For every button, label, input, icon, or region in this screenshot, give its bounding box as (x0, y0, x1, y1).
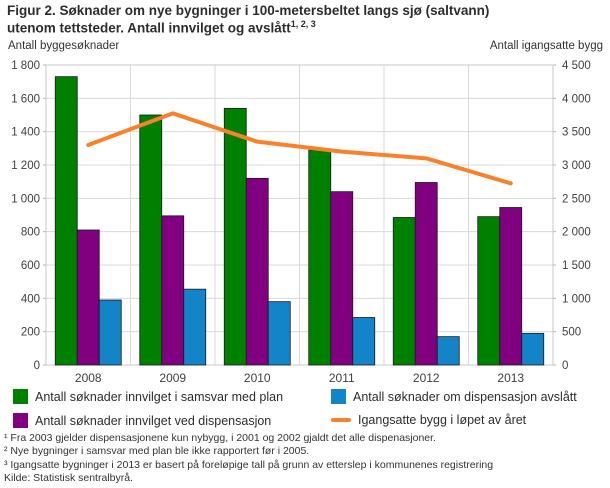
right-axis-tick-label: 4 500 (562, 60, 591, 72)
right-axis-tick-label: 1 000 (562, 293, 591, 305)
right-axis-tick-label: 1 500 (562, 260, 591, 272)
left-axis-title: Antall byggesøknader (8, 40, 120, 52)
x-axis-label-2010: 2010 (244, 371, 271, 385)
left-axis-tick-label: 800 (21, 227, 40, 239)
right-axis-tick-label: 2 500 (562, 193, 591, 205)
legend-label-dispensasjon-avslaatt: Antall søknader om dispensasjon avslått (353, 389, 577, 404)
legend-label-igangsatte-bygg: Igangsatte bygg i løpet av året (358, 413, 527, 427)
x-axis-label-2009: 2009 (159, 371, 186, 385)
bar-innvilget-i-samsvar-med-plan-2012 (392, 217, 416, 366)
figure-title: Figur 2. Søknader om nye bygninger i 100… (7, 3, 605, 37)
x-axis-label-2012: 2012 (413, 371, 440, 385)
purple-bar-swatch-icon (13, 413, 28, 428)
bar-innvilget-i-samsvar-med-plan-2011 (308, 149, 332, 366)
footnotes: ¹ Fra 2003 gjelder dispensasjonene kun n… (4, 432, 608, 485)
right-axis-tick-label: 500 (562, 327, 581, 339)
left-axis-tick-label: 1 200 (11, 160, 40, 172)
legend-label-innvilget-plan: Antall søknader innvilget i samsvar med … (35, 389, 284, 404)
bar-innvilget-ved-dispensasjon-2013 (499, 207, 523, 366)
title-line-2: utenom tettsteder. Antall innvilget og a… (7, 20, 291, 36)
bar-innvilget-ved-dispensasjon-2011 (330, 191, 354, 366)
green-bar-swatch-icon (13, 389, 28, 404)
orange-line-swatch-icon (331, 418, 351, 422)
right-axis-tick-label: 2 000 (562, 227, 591, 239)
bar-dispensasjon-avslaatt-2010 (267, 301, 291, 366)
legend-item-innvilget-plan: Antall søknader innvilget i samsvar med … (13, 389, 283, 404)
bar-dispensasjon-avslaatt-2012 (436, 336, 460, 366)
bar-dispensasjon-avslaatt-2009 (183, 288, 207, 366)
right-axis-tick-label: 4 000 (562, 93, 591, 105)
footnote-2: ² Nye bygninger i samsvar med plan ble i… (4, 445, 310, 458)
left-axis-tick-label: 0 (34, 360, 40, 372)
bar-innvilget-ved-dispensasjon-2010 (245, 177, 269, 366)
footnote-3: ³ Igangsatte bygninger i 2013 er basert … (4, 458, 494, 471)
blue-bar-swatch-icon (331, 389, 346, 404)
legend-item-igangsatte-bygg: Igangsatte bygg i løpet av året (331, 413, 526, 427)
bar-innvilget-i-samsvar-med-plan-2009 (139, 114, 163, 366)
right-axis-title: Antall igangsatte bygg (489, 40, 603, 52)
bar-innvilget-ved-dispensasjon-2012 (414, 182, 438, 366)
legend-item-innvilget-dispensasjon: Antall søknader innvilget ved dispensasj… (13, 413, 271, 428)
left-axis-tick-label: 600 (21, 260, 40, 272)
plot-border (45, 64, 554, 366)
left-axis-tick-label: 1 400 (11, 127, 40, 139)
left-axis-tick-label: 400 (21, 293, 40, 305)
left-axis-tick-label: 1 000 (11, 193, 40, 205)
bar-innvilget-i-samsvar-med-plan-2013 (477, 216, 501, 366)
bar-innvilget-ved-dispensasjon-2009 (161, 215, 185, 366)
bar-dispensasjon-avslaatt-2011 (352, 317, 376, 366)
line-igangsatte-bygg (86, 111, 513, 186)
left-axis-tick-label: 1 800 (11, 60, 40, 72)
left-axis-tick-label: 1 600 (11, 93, 40, 105)
x-axis-label-2011: 2011 (329, 371, 355, 385)
bar-innvilget-i-samsvar-med-plan-2008 (54, 76, 78, 366)
footnote-1: ¹ Fra 2003 gjelder dispensasjonene kun n… (4, 432, 436, 444)
title-line-1: Figur 2. Søknader om nye bygninger i 100… (7, 3, 490, 18)
x-axis-label-2013: 2013 (497, 371, 524, 385)
legend-item-dispensasjon-avslaatt: Antall søknader om dispensasjon avslått (331, 389, 577, 404)
right-axis-tick-label: 3 500 (562, 127, 591, 139)
title-footnote-markers: 1, 2, 3 (290, 19, 316, 30)
left-axis-tick-label: 200 (21, 327, 40, 339)
bar-innvilget-ved-dispensasjon-2008 (76, 229, 100, 366)
source-line: Kilde: Statistisk sentralbyrå. (4, 471, 133, 484)
chart-plot-area: 1 800 4 500 1 600 4 000 1 400 3 500 1 200 3 000… (11, 60, 591, 385)
bar-dispensasjon-avslaatt-2013 (521, 332, 545, 366)
x-axis-label-2008: 2008 (75, 371, 102, 385)
right-axis-tick-label: 0 (562, 360, 568, 372)
bar-innvilget-i-samsvar-med-plan-2010 (223, 107, 247, 366)
bar-dispensasjon-avslaatt-2008 (98, 299, 122, 366)
right-axis-tick-label: 3 000 (562, 160, 591, 172)
legend-label-innvilget-dispensasjon: Antall søknader innvilget ved dispensasj… (35, 413, 272, 428)
